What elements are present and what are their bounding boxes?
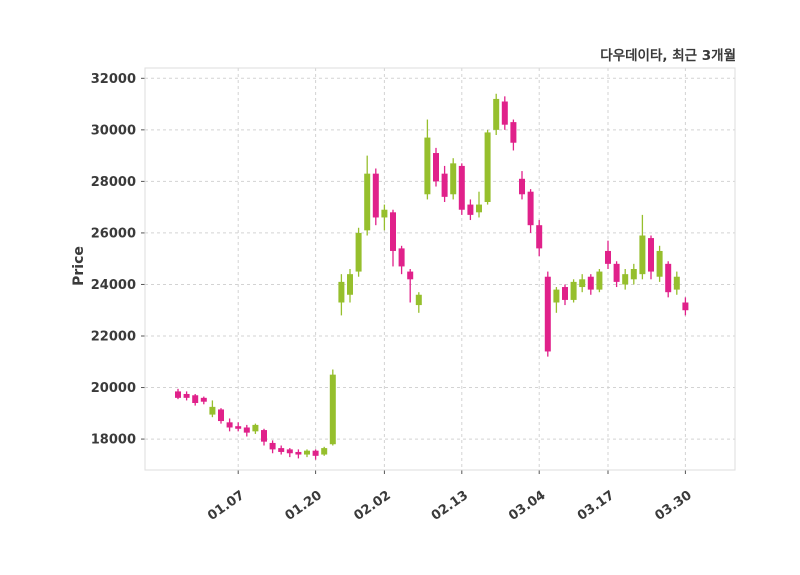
candle-body xyxy=(338,281,345,303)
y-tick-label: 18000 xyxy=(91,433,136,448)
candle-body xyxy=(562,287,568,300)
candle-body xyxy=(200,397,207,402)
candle-body xyxy=(243,427,250,433)
candle-body xyxy=(261,430,267,442)
candle-body xyxy=(648,238,654,272)
candle-body xyxy=(536,225,543,249)
candle-body xyxy=(252,424,259,432)
candle-body xyxy=(622,274,629,285)
candle-body xyxy=(665,263,672,293)
candle-body xyxy=(493,98,500,130)
candle-body xyxy=(656,250,663,277)
plot-area-border xyxy=(144,67,736,471)
chart-title: 다우데이타, 최근 3개월 xyxy=(600,48,736,64)
candle-body xyxy=(433,153,439,182)
candle-body xyxy=(364,173,371,231)
candle-body xyxy=(596,271,603,290)
candle-body xyxy=(329,374,336,445)
candle-body xyxy=(673,276,680,290)
candle-body xyxy=(579,279,586,288)
candle-body xyxy=(183,393,190,398)
candle-body xyxy=(398,248,405,267)
candle-body xyxy=(381,209,388,218)
candle-body xyxy=(553,289,560,303)
y-tick-label: 32000 xyxy=(91,72,136,87)
candle-body xyxy=(467,204,474,215)
candle-body xyxy=(286,449,293,454)
candle-body xyxy=(519,178,525,195)
x-tick-label: 02.13 xyxy=(429,488,471,524)
candle-body xyxy=(544,276,551,352)
candle-body xyxy=(570,281,577,300)
candle-body xyxy=(269,442,276,450)
candle-body xyxy=(501,101,508,125)
candle-body xyxy=(235,426,242,429)
y-tick-label: 30000 xyxy=(91,123,136,138)
candle-body xyxy=(510,122,517,143)
candle-body xyxy=(407,271,414,280)
candle-body xyxy=(476,204,482,213)
candle-body xyxy=(484,132,491,202)
candle-body xyxy=(450,163,457,195)
candle-body xyxy=(613,263,620,282)
candle-body xyxy=(639,235,646,275)
candle-body xyxy=(355,232,362,272)
candle-body xyxy=(527,191,534,226)
candle-body xyxy=(192,395,199,403)
candle-body xyxy=(347,274,353,295)
candle-body xyxy=(209,406,216,415)
candle-body xyxy=(372,173,379,218)
candle-body xyxy=(390,212,396,251)
y-tick-label: 28000 xyxy=(91,175,136,190)
y-tick-label: 26000 xyxy=(91,226,136,241)
candle-body xyxy=(458,165,465,210)
y-tick-label: 22000 xyxy=(91,330,136,345)
candle-body xyxy=(424,137,431,195)
candle-body xyxy=(226,422,233,428)
x-tick-label: 02.02 xyxy=(351,488,393,524)
x-tick-label: 03.04 xyxy=(506,488,548,524)
candle-body xyxy=(278,448,285,452)
candle-body xyxy=(630,269,637,280)
candle-body xyxy=(218,409,224,422)
x-tick-label: 01.07 xyxy=(205,488,247,524)
candle-body xyxy=(587,276,594,290)
candle-body xyxy=(312,450,319,456)
x-tick-label: 01.20 xyxy=(283,488,325,524)
candle-body xyxy=(605,250,611,264)
candle-body xyxy=(415,294,422,306)
y-tick-label: 20000 xyxy=(91,381,136,396)
candle-body xyxy=(321,448,328,455)
candle-body xyxy=(441,173,448,197)
candle-body xyxy=(175,391,181,398)
x-tick-label: 03.30 xyxy=(652,488,694,524)
candle-body xyxy=(295,451,302,455)
y-tick-label: 24000 xyxy=(91,278,136,293)
candle-body xyxy=(682,302,689,311)
candle-body xyxy=(304,450,310,455)
x-tick-label: 03.17 xyxy=(575,488,617,524)
